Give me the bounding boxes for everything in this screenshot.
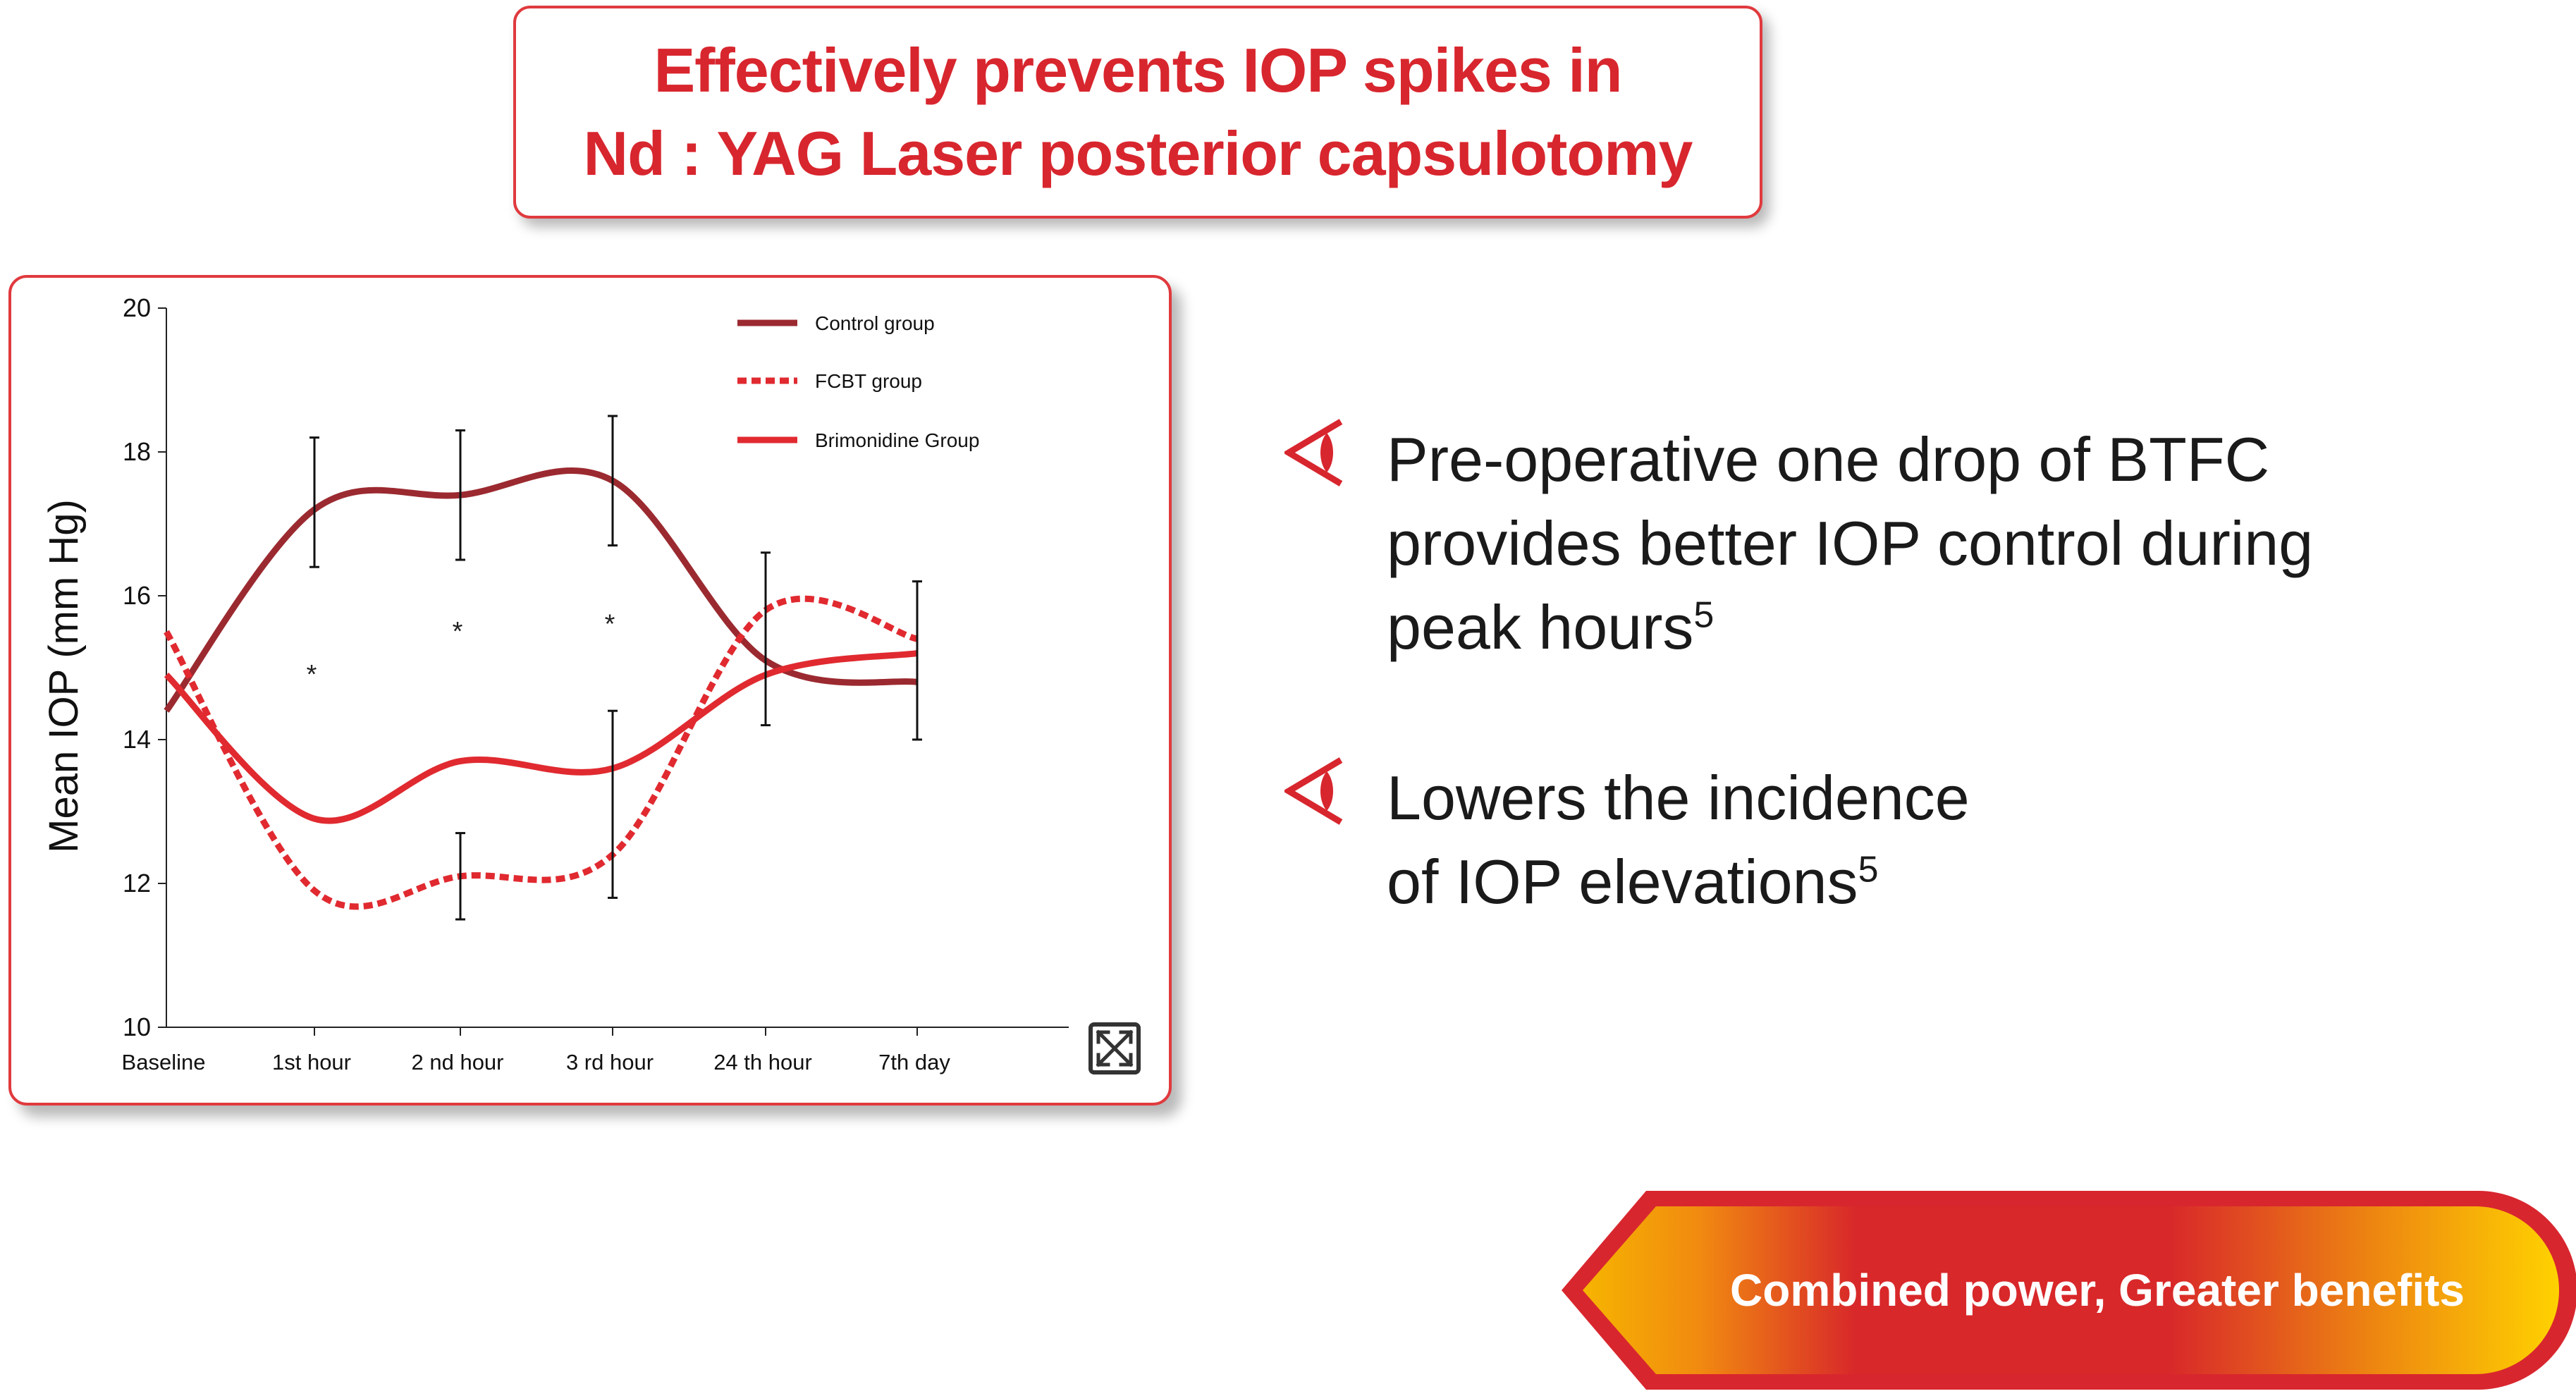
bullet-line: of IOP elevations5 [1387, 847, 1879, 917]
y-tick-label: 14 [123, 725, 151, 754]
y-tick-label: 20 [123, 293, 151, 322]
significance-mark: * [307, 660, 317, 690]
banner-arrow-shape [1562, 1191, 2576, 1390]
legend-label: Brimonidine Group [815, 429, 979, 451]
y-tick-label: 10 [123, 1012, 151, 1041]
x-tick-label: 3 rd hour [566, 1050, 654, 1074]
page-title-line-2: Nd : YAG Laser posterior capsulotomy [583, 118, 1693, 188]
series-line-control-group [164, 467, 918, 713]
iop-line-chart: 10 12 14 16 18 20 Baseline 1st hour 2 nd hour 3 r… [41, 293, 1069, 1074]
y-tick-label: 12 [123, 869, 151, 898]
y-axis-label: Mean IOP (mm Hg) [41, 499, 87, 853]
title-box: Effectively prevents IOP spikes in Nd : … [513, 6, 1762, 219]
legend-label: Control group [815, 312, 935, 334]
x-tick-label: 24 th hour [713, 1050, 812, 1074]
expand-icon[interactable] [1088, 1022, 1141, 1074]
reference-superscript: 5 [1693, 594, 1715, 636]
legend-label: FCBT group [815, 370, 922, 392]
eye-arrow-icon [1284, 757, 1343, 825]
page-title-line-1: Effectively prevents IOP spikes in [654, 35, 1622, 105]
y-tick-label: 18 [123, 437, 151, 466]
significance-mark: * [605, 610, 615, 639]
series-line-brimonidine-group [164, 650, 918, 824]
significance-mark: * [453, 617, 463, 647]
reference-superscript: 5 [1858, 849, 1879, 890]
banner-label: Combined power, Greater benefits [1730, 1265, 2465, 1316]
chart-card: 10 12 14 16 18 20 Baseline 1st hour 2 nd hour 3 r… [8, 275, 1172, 1106]
x-tick-label: 1st hour [272, 1050, 351, 1074]
bullet-text: Pre-operative one drop of BTFC provides … [1387, 417, 2374, 669]
combined-power-banner: Combined power, Greater benefits [1562, 1188, 2576, 1392]
bullet-text: Lowers the incidence of IOP elevations5 [1387, 756, 2374, 924]
y-tick-label: 16 [123, 581, 151, 610]
bullet-line: provides better IOP control during [1387, 508, 2314, 578]
bullet-line: Pre-operative one drop of BTFC [1387, 424, 2270, 494]
x-tick-label: 2 nd hour [412, 1050, 504, 1074]
x-tick-label: 7th day [878, 1050, 950, 1074]
bullet-line: peak hours5 [1387, 592, 1715, 662]
series-line-fcbt-group [164, 595, 919, 910]
x-tick-label: Baseline [122, 1050, 206, 1074]
eye-arrow-icon [1284, 419, 1343, 486]
bullet-line: Lowers the incidence [1387, 763, 1970, 833]
